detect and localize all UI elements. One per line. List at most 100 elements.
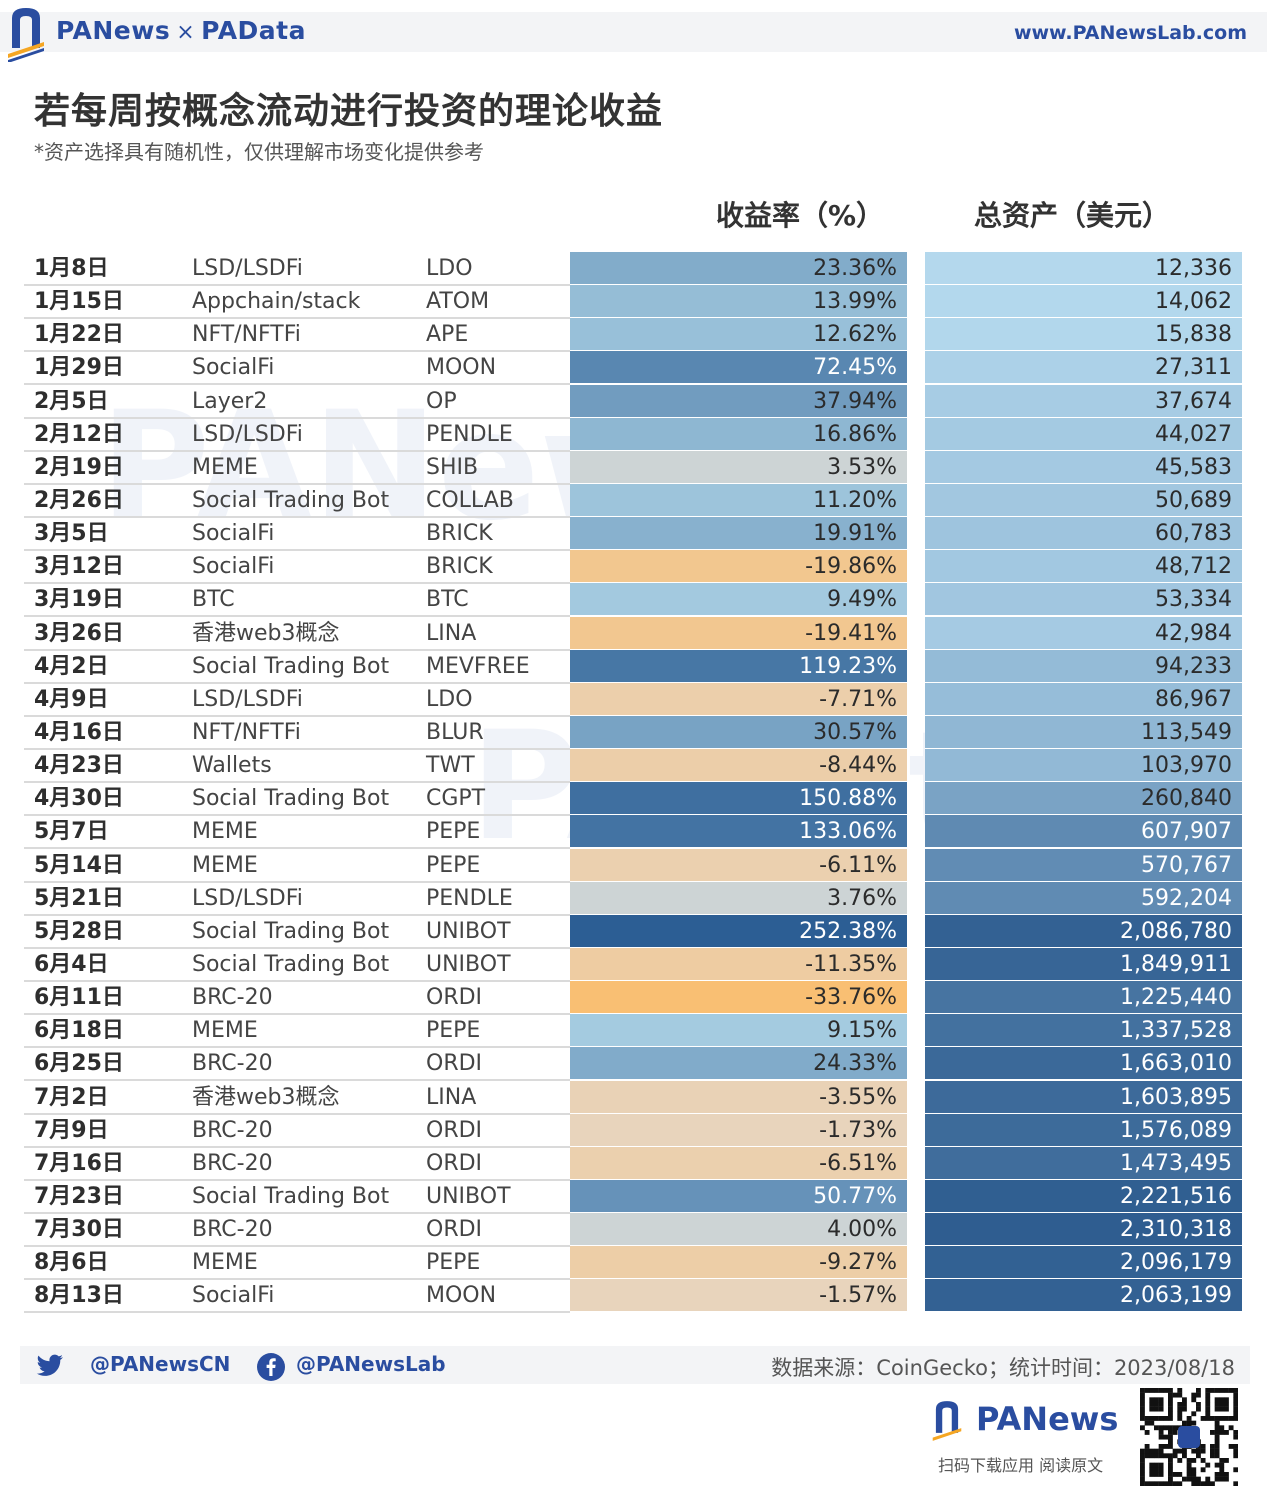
brand-right: PAData: [201, 16, 306, 45]
qr-module: [1177, 1411, 1183, 1417]
qr-module: [1233, 1411, 1238, 1417]
qr-module: [1140, 1388, 1145, 1393]
qr-module: [1214, 1472, 1220, 1477]
facebook-icon[interactable]: [256, 1352, 286, 1382]
assets-cell: 1,849,911: [925, 947, 1242, 981]
site-url[interactable]: www.PANewsLab.com: [1013, 22, 1247, 44]
row-date: 2月26日: [34, 487, 124, 513]
row-divider: [24, 747, 570, 750]
row-token: BRICK: [426, 521, 493, 547]
qr-module: [1191, 1481, 1197, 1486]
row-divider: [24, 317, 570, 320]
qr-module: [1233, 1467, 1238, 1473]
assets-cell: 2,063,199: [925, 1279, 1242, 1313]
row-concept: MEME: [192, 1250, 258, 1276]
return-cell: 150.88%: [570, 782, 907, 816]
qr-module: [1233, 1481, 1238, 1486]
row-divider: [24, 549, 570, 552]
row-date: 4月30日: [34, 786, 124, 812]
qr-module: [1191, 1411, 1197, 1417]
return-value: 252.38%: [799, 918, 897, 944]
row-token: UNIBOT: [426, 1183, 511, 1209]
qr-module: [1228, 1416, 1234, 1421]
row-date: 6月11日: [34, 985, 124, 1011]
row-concept: Social Trading Bot: [192, 487, 390, 513]
qr-module: [1177, 1481, 1183, 1486]
qr-module: [1196, 1388, 1201, 1393]
row-token: SHIB: [426, 454, 479, 480]
qr-code-icon[interactable]: [1140, 1388, 1238, 1486]
qr-module: [1177, 1416, 1183, 1421]
assets-value: 37,674: [1155, 388, 1232, 414]
row-concept: BRC-20: [192, 1051, 273, 1077]
qr-module: [1219, 1397, 1225, 1403]
qr-module: [1186, 1416, 1192, 1421]
assets-cell: 50,689: [925, 483, 1242, 517]
assets-cell: 592,204: [925, 881, 1242, 915]
qr-module: [1186, 1458, 1192, 1463]
assets-cell: 86,967: [925, 682, 1242, 716]
assets-cell: 2,086,780: [925, 914, 1242, 948]
return-cell: 50.77%: [570, 1179, 907, 1213]
row-token: LINA: [426, 620, 477, 646]
qr-module: [1177, 1388, 1183, 1393]
qr-module: [1158, 1397, 1164, 1403]
return-value: 9.15%: [827, 1018, 897, 1044]
row-token: PEPE: [426, 1250, 481, 1276]
row-date: 4月23日: [34, 753, 124, 779]
qr-module: [1140, 1425, 1145, 1431]
qr-module: [1168, 1481, 1173, 1486]
qr-module: [1163, 1388, 1169, 1393]
table-row: 5月21日 LSD/LSDFi PENDLE 3.76% 592,204: [24, 881, 1242, 916]
return-cell: -6.51%: [570, 1146, 907, 1180]
qr-module: [1158, 1472, 1164, 1477]
return-cell: 12.62%: [570, 318, 907, 352]
return-cell: 23.36%: [570, 252, 907, 285]
assets-value: 48,712: [1155, 554, 1232, 580]
qr-module: [1219, 1458, 1225, 1463]
row-token: OP: [426, 388, 457, 414]
qr-module: [1144, 1388, 1150, 1393]
row-concept: BRC-20: [192, 985, 273, 1011]
return-value: 3.53%: [827, 454, 897, 480]
qr-module: [1228, 1388, 1234, 1393]
row-token: PEPE: [426, 852, 481, 878]
qr-module: [1214, 1425, 1220, 1431]
row-concept: Appchain/stack: [192, 289, 361, 315]
return-value: 16.86%: [813, 421, 897, 447]
assets-value: 45,583: [1155, 454, 1232, 480]
assets-value: 27,311: [1155, 355, 1232, 381]
assets-value: 15,838: [1155, 322, 1232, 348]
qr-module: [1214, 1430, 1220, 1435]
qr-module: [1144, 1448, 1150, 1454]
twitter-handle[interactable]: @PANewsCN: [90, 1352, 231, 1376]
qr-module: [1205, 1481, 1211, 1486]
qr-module: [1186, 1462, 1192, 1468]
return-cell: -7.71%: [570, 682, 907, 716]
qr-module: [1158, 1406, 1164, 1412]
return-cell: 252.38%: [570, 914, 907, 948]
row-divider: [24, 814, 570, 817]
qr-module: [1224, 1402, 1229, 1407]
return-value: 37.94%: [813, 388, 897, 414]
brand-left: PANews: [56, 16, 171, 45]
qr-module: [1149, 1481, 1155, 1486]
assets-value: 1,473,495: [1120, 1150, 1232, 1176]
table-row: 3月26日 香港web3概念 LINA -19.41% 42,984: [24, 616, 1242, 651]
return-cell: 72.45%: [570, 351, 907, 385]
assets-value: 2,310,318: [1120, 1217, 1232, 1243]
row-token: ORDI: [426, 1117, 483, 1143]
row-token: BRICK: [426, 554, 493, 580]
row-divider: [24, 383, 570, 386]
assets-value: 592,204: [1141, 885, 1232, 911]
qr-module: [1154, 1448, 1159, 1454]
return-cell: -19.86%: [570, 550, 907, 584]
row-divider: [24, 781, 570, 784]
row-token: MOON: [426, 355, 497, 381]
qr-center-logo: [1178, 1426, 1200, 1448]
facebook-handle[interactable]: @PANewsLab: [296, 1352, 446, 1376]
return-cell: -3.55%: [570, 1080, 907, 1114]
assets-cell: 44,027: [925, 417, 1242, 451]
row-concept: Social Trading Bot: [192, 786, 390, 812]
twitter-icon[interactable]: [36, 1354, 64, 1378]
